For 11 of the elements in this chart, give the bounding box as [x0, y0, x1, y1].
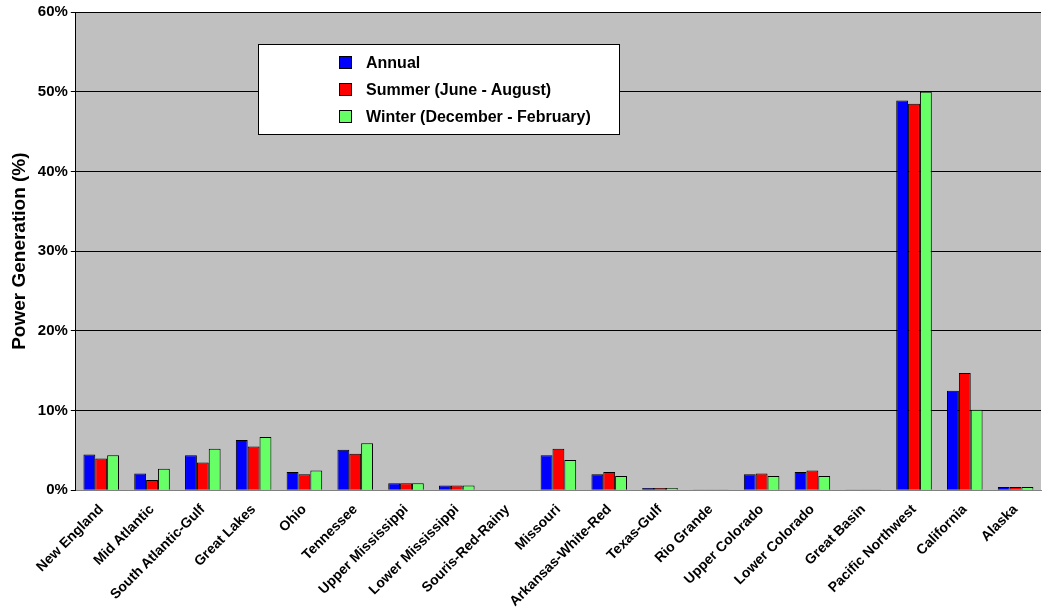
y-tick-label: 20%: [37, 321, 68, 339]
legend-label: Annual: [366, 53, 421, 72]
legend-label: Summer (June - August): [366, 80, 552, 99]
y-tick-label: 40%: [37, 161, 68, 179]
y-tick-label: 10%: [37, 400, 68, 418]
y-axis-title: Power Generation (%): [7, 152, 29, 350]
legend-label: Winter (December - February): [366, 107, 591, 126]
y-tick-label: 60%: [37, 2, 68, 20]
y-tick-label: 30%: [37, 241, 68, 259]
y-tick-label: 50%: [37, 81, 68, 99]
y-tick-label: 0%: [46, 480, 68, 498]
